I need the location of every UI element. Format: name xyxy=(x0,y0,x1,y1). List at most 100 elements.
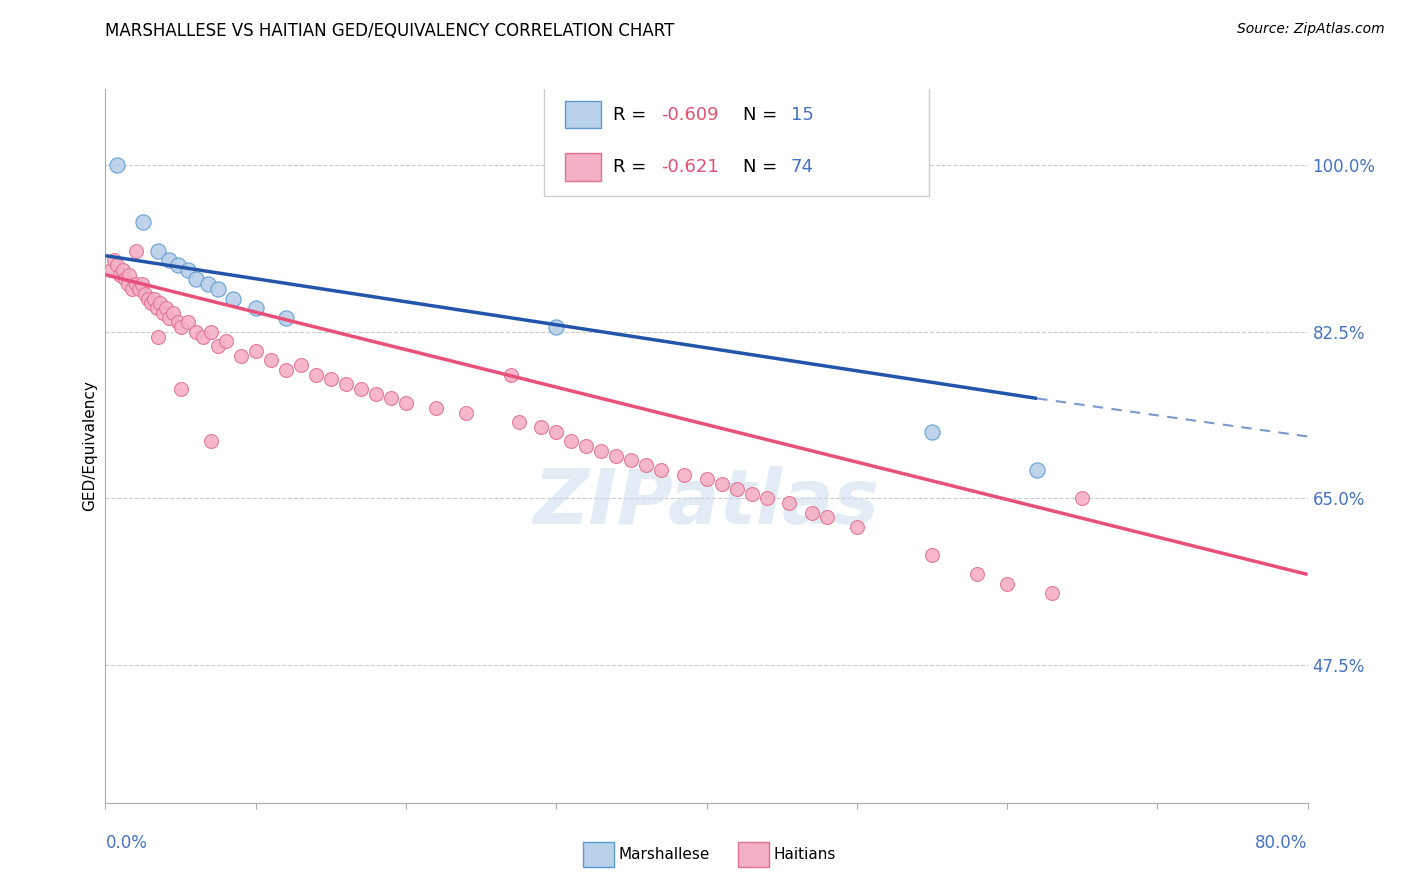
Point xyxy=(100,263,122,277)
Point xyxy=(107,258,129,272)
Point xyxy=(118,268,141,282)
Point xyxy=(207,339,229,353)
Point xyxy=(274,363,297,377)
Point xyxy=(546,320,568,334)
Point xyxy=(134,286,156,301)
Point xyxy=(501,368,523,382)
Point xyxy=(605,449,627,463)
Text: ZIPatlas: ZIPatlas xyxy=(533,467,880,540)
Point xyxy=(274,310,297,325)
Point xyxy=(184,272,207,286)
Point xyxy=(124,277,146,292)
Point xyxy=(966,567,988,582)
Point xyxy=(103,253,125,268)
Point xyxy=(696,472,718,486)
Point xyxy=(155,301,177,315)
Point xyxy=(364,386,387,401)
Point xyxy=(335,377,357,392)
Point xyxy=(672,467,695,482)
Point xyxy=(148,296,170,310)
Text: -0.621: -0.621 xyxy=(661,158,718,176)
Text: MARSHALLESE VS HAITIAN GED/EQUIVALENCY CORRELATION CHART: MARSHALLESE VS HAITIAN GED/EQUIVALENCY C… xyxy=(105,22,675,40)
Point xyxy=(921,549,943,563)
Point xyxy=(1026,463,1049,477)
Point xyxy=(157,310,180,325)
Point xyxy=(107,158,129,172)
Point xyxy=(778,496,800,510)
Point xyxy=(725,482,748,496)
Point xyxy=(650,463,672,477)
Point xyxy=(815,510,838,524)
FancyBboxPatch shape xyxy=(565,153,600,180)
Point xyxy=(845,520,868,534)
Point xyxy=(146,329,169,343)
Point xyxy=(124,244,146,258)
Text: R =: R = xyxy=(613,106,652,124)
Point xyxy=(546,425,568,439)
Point xyxy=(921,425,943,439)
Point xyxy=(177,263,200,277)
Y-axis label: GED/Equivalency: GED/Equivalency xyxy=(82,381,97,511)
Point xyxy=(197,277,219,292)
Text: N =: N = xyxy=(742,158,783,176)
Point xyxy=(112,263,135,277)
Text: N =: N = xyxy=(742,106,783,124)
Point xyxy=(636,458,658,472)
Point xyxy=(350,382,373,396)
Point xyxy=(456,406,478,420)
Point xyxy=(319,372,342,386)
Point xyxy=(139,296,162,310)
FancyBboxPatch shape xyxy=(544,86,929,196)
Point xyxy=(142,292,165,306)
Text: 15: 15 xyxy=(790,106,814,124)
Point xyxy=(146,244,169,258)
Point xyxy=(560,434,582,449)
Point xyxy=(136,292,159,306)
Point xyxy=(710,477,733,491)
Point xyxy=(395,396,418,410)
Text: Haitians: Haitians xyxy=(773,847,835,862)
Point xyxy=(575,439,598,453)
Point xyxy=(177,315,200,329)
Point xyxy=(1040,586,1063,600)
Point xyxy=(132,215,155,229)
Point xyxy=(110,268,132,282)
Point xyxy=(995,577,1018,591)
Point xyxy=(290,358,312,372)
Point xyxy=(121,282,143,296)
Point xyxy=(152,306,174,320)
Point xyxy=(620,453,643,467)
Point xyxy=(530,420,553,434)
Point xyxy=(229,349,252,363)
Point xyxy=(200,325,222,339)
Text: R =: R = xyxy=(613,158,658,176)
Point xyxy=(1071,491,1094,506)
Point xyxy=(169,382,191,396)
Point xyxy=(114,272,136,286)
Text: Source: ZipAtlas.com: Source: ZipAtlas.com xyxy=(1237,22,1385,37)
Text: 74: 74 xyxy=(790,158,814,176)
Text: 0.0%: 0.0% xyxy=(105,834,148,852)
Point xyxy=(741,486,763,500)
Point xyxy=(131,277,153,292)
Point xyxy=(191,329,214,343)
Point xyxy=(508,415,530,429)
Point xyxy=(117,277,139,292)
Point xyxy=(260,353,283,368)
Point xyxy=(245,343,267,358)
Point xyxy=(200,434,222,449)
Point xyxy=(305,368,328,382)
Point xyxy=(214,334,236,349)
Text: Marshallese: Marshallese xyxy=(619,847,710,862)
Point xyxy=(222,292,245,306)
Point xyxy=(169,320,191,334)
Point xyxy=(128,282,150,296)
Point xyxy=(184,325,207,339)
FancyBboxPatch shape xyxy=(565,102,600,128)
Point xyxy=(425,401,447,415)
Point xyxy=(207,282,229,296)
Point xyxy=(591,443,613,458)
Point xyxy=(800,506,823,520)
Point xyxy=(380,392,402,406)
Text: 80.0%: 80.0% xyxy=(1256,834,1308,852)
